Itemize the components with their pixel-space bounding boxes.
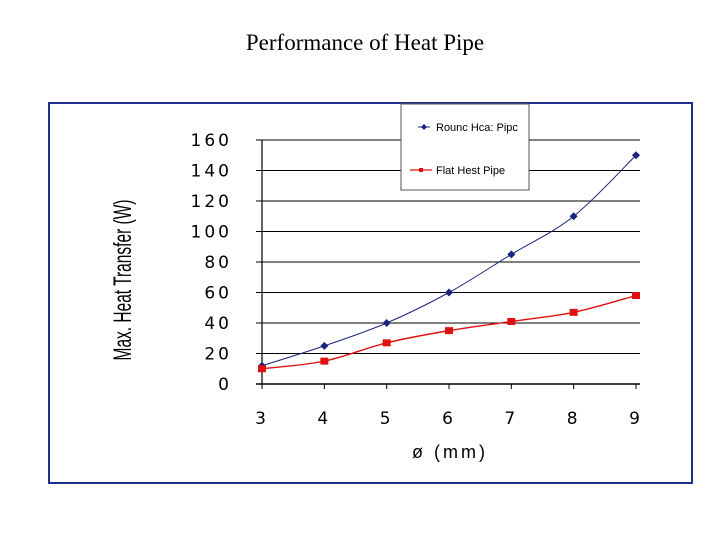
x-tick-label-6: 6 xyxy=(442,409,456,429)
y-tick-label-100: 100 xyxy=(191,223,232,243)
y-tick-label-120: 120 xyxy=(191,192,232,212)
legend-marker-flat xyxy=(419,168,423,172)
y-axis-label: Max. Heat Transfer (W) xyxy=(109,200,137,361)
legend-box xyxy=(400,103,530,191)
x-tick-label-7: 7 xyxy=(504,409,518,429)
round-point-9 xyxy=(632,151,640,160)
y-tick-label-80: 80 xyxy=(204,253,232,273)
legend-label-flat: Flat Hest Pipe xyxy=(436,165,505,177)
round-point-5 xyxy=(382,319,391,327)
x-axis-label: ø (mm) xyxy=(412,442,488,462)
x-tick-labels: 3 4 5 6 7 8 9 xyxy=(255,409,643,429)
y-tick-label-20: 20 xyxy=(204,345,232,365)
round-point-8 xyxy=(569,212,578,221)
round-point-4 xyxy=(320,341,329,350)
grid-lines xyxy=(256,139,640,389)
y-tick-label-0: 0 xyxy=(218,375,232,395)
y-tick-label-140: 140 xyxy=(191,162,232,182)
x-tick-label-9: 9 xyxy=(629,409,643,429)
x-tick-label-5: 5 xyxy=(380,409,394,429)
x-tick-label-3: 3 xyxy=(255,409,269,429)
x-tick-label-8: 8 xyxy=(567,409,581,429)
flat-point-7 xyxy=(507,317,516,325)
y-tick-label-160: 160 xyxy=(191,131,232,151)
y-tick-label-60: 60 xyxy=(204,284,232,304)
flat-point-5 xyxy=(382,339,391,347)
flat-point-4 xyxy=(320,357,329,365)
series-markers xyxy=(258,151,640,373)
y-tick-label-40: 40 xyxy=(204,314,232,334)
legend: Rounc Hca: Pipc Flat Hest Pipe xyxy=(400,103,530,191)
flat-point-3 xyxy=(258,365,266,373)
flat-point-8 xyxy=(569,308,578,316)
round-point-6 xyxy=(445,288,453,297)
y-tick-labels: 0 20 40 60 80 100 120 140 160 xyxy=(191,131,232,395)
slide-title: Performance of Heat Pipe xyxy=(245,30,485,55)
flat-point-6 xyxy=(445,327,453,335)
legend-marker-round xyxy=(421,124,427,130)
flat-point-9 xyxy=(632,292,640,300)
x-tick-label-4: 4 xyxy=(317,409,331,429)
round-point-7 xyxy=(507,250,516,259)
legend-label-round: Rounc Hca: Pipc xyxy=(436,122,518,134)
